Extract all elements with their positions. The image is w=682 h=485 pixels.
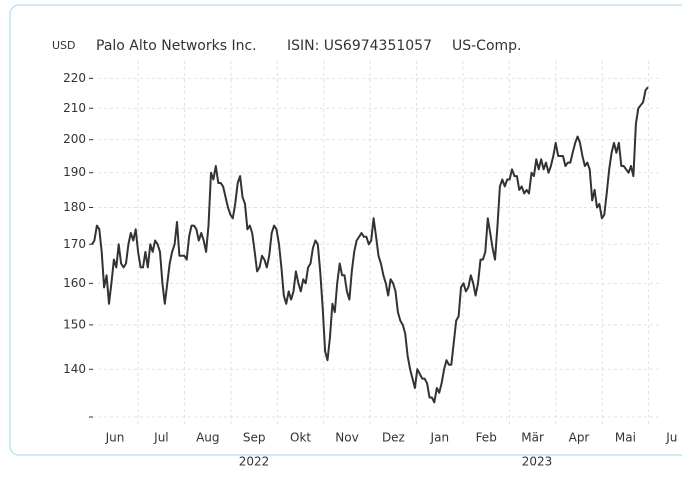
y-tick-label: 190 [63, 165, 86, 179]
y-tick-label: 140 [63, 362, 86, 376]
x-tick-label: Ju [665, 431, 677, 445]
isin: ISIN: US6974351057 [287, 38, 432, 54]
y-tick-label: 220 [63, 71, 86, 85]
x-tick-label: Jul [153, 431, 168, 445]
x-tick-label: Jan [430, 431, 450, 445]
x-tick-label: Dez [382, 431, 405, 445]
y-tick-label: 160 [63, 276, 86, 290]
x-tick-label: Feb [476, 431, 497, 445]
x-tick-label: Jun [105, 431, 125, 445]
y-tick-label: 180 [63, 200, 86, 214]
year-label: 2023 [522, 455, 553, 469]
y-tick-label: 210 [63, 101, 86, 115]
price-line [91, 86, 649, 404]
currency: USD [52, 39, 76, 52]
x-tick-label: Mai [615, 431, 636, 445]
exchange: US-Comp. [452, 38, 522, 54]
x-tick-label: Aug [196, 431, 219, 445]
x-tick-label: Mär [521, 431, 544, 445]
card [9, 4, 682, 456]
x-tick-label: Sep [243, 431, 266, 445]
chart-title: Palo Alto Networks Inc. [96, 38, 257, 54]
y-tick-label: 150 [63, 317, 86, 331]
y-tick-label: 200 [63, 132, 86, 146]
x-tick-label: Okt [290, 431, 311, 445]
x-tick-label: Apr [569, 431, 590, 445]
year-label: 2022 [239, 455, 270, 469]
x-tick-label: Nov [335, 431, 358, 445]
y-tick-label: 170 [63, 237, 86, 251]
